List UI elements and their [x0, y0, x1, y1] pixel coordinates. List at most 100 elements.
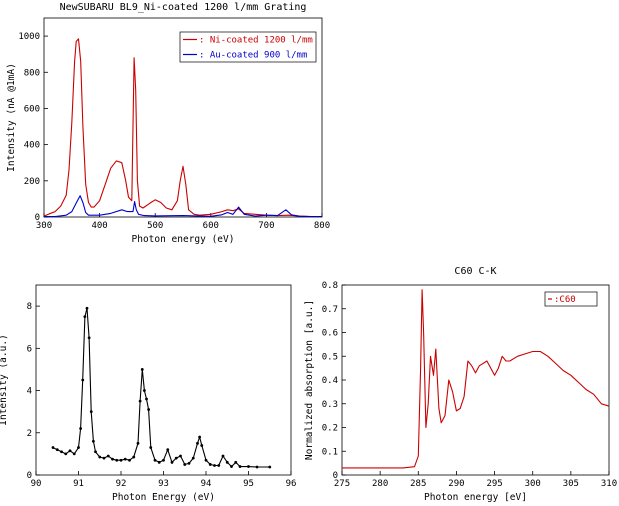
y-tick-label: 8 — [27, 302, 32, 312]
y-tick-label: 6 — [27, 344, 32, 354]
y-tick-label: 600 — [24, 104, 40, 114]
data-point — [85, 306, 89, 310]
legend-entry: : Au-coated 900 l/mm — [199, 51, 307, 61]
x-tick-label: 400 — [91, 221, 107, 231]
data-point — [147, 408, 151, 411]
data-point — [217, 464, 221, 467]
x-tick-label: 95 — [243, 479, 254, 489]
data-point — [115, 458, 119, 462]
y-axis-label: Normalized absorption [a.u.] — [304, 300, 315, 460]
data-point — [91, 439, 95, 443]
x-axis-label: Photon Energy (eV) — [112, 492, 215, 503]
y-tick-label: 0 — [333, 471, 338, 481]
data-point — [213, 464, 216, 467]
data-point — [68, 449, 72, 453]
x-tick-label: 800 — [314, 221, 330, 231]
data-point — [208, 463, 212, 466]
data-point — [106, 454, 110, 458]
x-axis-label: Photon energy (eV) — [132, 234, 235, 245]
data-point — [238, 465, 242, 468]
x-tick-label: 305 — [563, 479, 579, 489]
y-tick-label: 4 — [27, 387, 32, 397]
x-tick-label: 90 — [31, 479, 42, 489]
plot-frame — [341, 284, 610, 476]
data-point — [102, 456, 106, 460]
data-point — [136, 441, 140, 445]
data-point — [123, 457, 127, 461]
x-tick-label: 700 — [258, 221, 274, 231]
y-tick-label: 0 — [35, 213, 40, 223]
data-point — [225, 460, 229, 464]
data-point — [187, 461, 191, 465]
data-point — [198, 435, 202, 439]
data-point — [132, 455, 136, 459]
data-point — [87, 336, 91, 340]
y-tick-label: 0.8 — [322, 281, 338, 291]
data-point — [196, 441, 199, 445]
data-point — [119, 458, 123, 462]
series-line-0 — [44, 38, 322, 217]
y-tick-label: 0.5 — [322, 352, 338, 362]
y-tick-label: 0.1 — [322, 447, 338, 457]
data-point — [166, 448, 170, 452]
x-tick-label: 94 — [201, 479, 212, 489]
x-tick-label: 91 — [73, 479, 84, 489]
chart-bottom-right: C60 C-K 275 280 285 290 295 300 305 310 0 0.1 0.2 0.… — [304, 266, 617, 503]
data-point — [247, 465, 250, 468]
x-tick-label: 93 — [158, 479, 169, 489]
series-line-0 — [52, 307, 270, 468]
data-point — [81, 378, 85, 382]
data-point — [170, 460, 174, 464]
data-point — [162, 458, 165, 462]
data-point — [153, 458, 157, 462]
chart-title: C60 C-K — [454, 266, 496, 277]
data-point — [191, 456, 195, 460]
y-tick-label: 0.7 — [322, 305, 338, 315]
y-tick-label: 200 — [24, 177, 40, 187]
x-tick-label: 295 — [486, 479, 502, 489]
chart-title: NewSUBARU BL9_Ni-coated 1200 l/mm Gratin… — [60, 2, 307, 13]
data-point — [145, 397, 148, 401]
data-point — [138, 399, 142, 403]
y-axis-label: Intensity (nA @1mA) — [6, 63, 17, 172]
y-tick-label: 400 — [24, 141, 40, 151]
x-tick-label: 275 — [334, 479, 350, 489]
data-point — [200, 444, 204, 447]
data-point — [51, 446, 55, 449]
data-point — [60, 450, 63, 454]
data-point — [111, 457, 114, 461]
legend-box — [544, 291, 598, 307]
x-tick-label: 300 — [36, 221, 52, 231]
data-point — [55, 448, 59, 452]
x-tick-label: 96 — [286, 479, 297, 489]
y-tick-label: 1000 — [18, 32, 40, 42]
data-point — [98, 455, 102, 459]
data-point — [128, 458, 131, 462]
data-point — [179, 454, 182, 458]
data-point — [149, 446, 153, 449]
x-tick-label: 310 — [601, 479, 617, 489]
data-point — [140, 368, 144, 371]
y-tick-label: 800 — [24, 68, 40, 78]
data-point — [255, 465, 259, 469]
y-tick-label: 0.4 — [322, 376, 338, 386]
x-tick-label: 92 — [116, 479, 127, 489]
data-point — [77, 446, 80, 449]
y-axis-label: Intensity (a.u.) — [0, 334, 9, 426]
data-point — [183, 463, 187, 466]
legend-entry: :C60 — [554, 295, 576, 305]
chart-top: NewSUBARU BL9_Ni-coated 1200 l/mm Gratin… — [6, 2, 330, 245]
series-line-0 — [342, 289, 609, 469]
x-tick-label: 300 — [525, 479, 541, 489]
x-tick-label: 500 — [147, 221, 163, 231]
chart-bottom-left: 90 91 92 93 94 95 96 0 2 4 6 8 Photon Energy (eV) Int… — [0, 284, 297, 503]
y-tick-label: 0.2 — [322, 424, 338, 434]
y-tick-label: 0.3 — [322, 400, 338, 410]
data-point — [72, 452, 76, 456]
x-tick-label: 280 — [372, 479, 388, 489]
data-point — [157, 460, 161, 464]
series-line-1 — [44, 195, 322, 217]
y-tick-label: 0 — [27, 471, 32, 481]
x-axis-label: Photon energy [eV] — [424, 492, 527, 503]
